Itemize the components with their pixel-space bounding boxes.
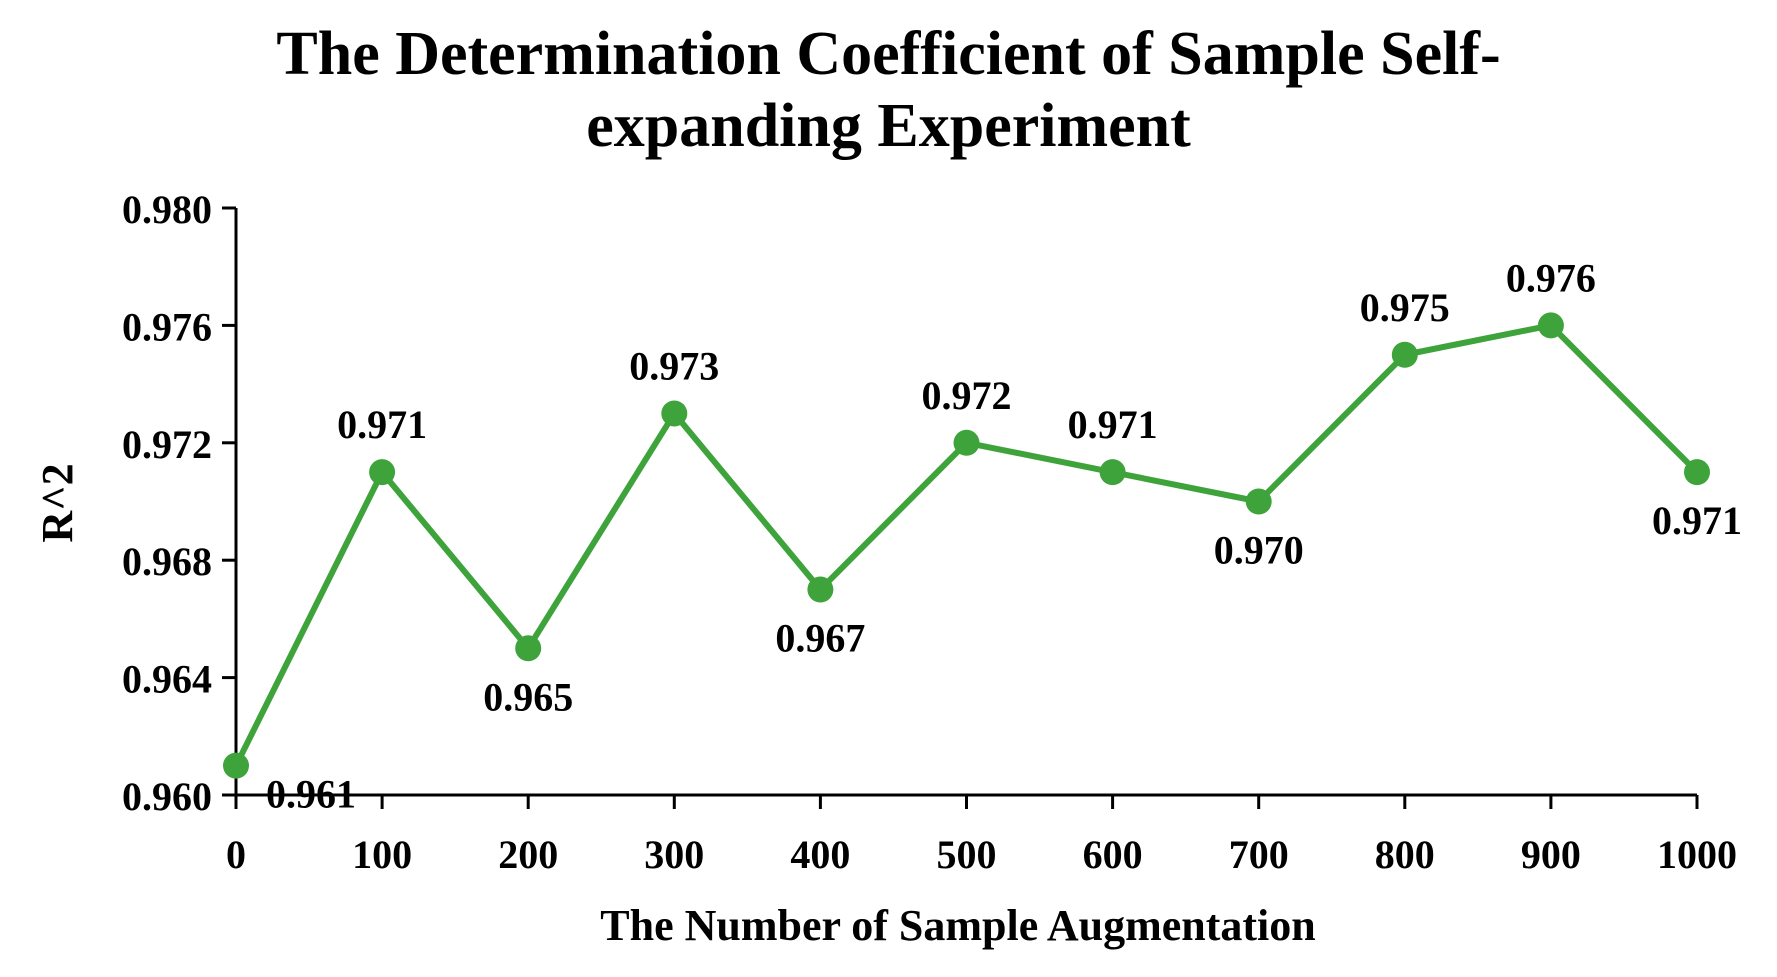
y-ticks: 0.960 0.964 0.968 0.972 0.976 0.980 bbox=[122, 187, 236, 819]
data-point bbox=[369, 459, 396, 486]
data-label: 0.971 bbox=[337, 402, 427, 447]
data-point bbox=[223, 752, 249, 779]
x-tick-label: 300 bbox=[644, 832, 704, 877]
data-point bbox=[1537, 312, 1564, 339]
x-tick-label: 700 bbox=[1229, 832, 1289, 877]
data-label: 0.973 bbox=[629, 343, 719, 388]
data-label: 0.971 bbox=[1652, 498, 1742, 543]
data-label: 0.970 bbox=[1214, 528, 1304, 573]
x-tick-label: 200 bbox=[498, 832, 558, 877]
y-tick-label: 0.976 bbox=[122, 304, 212, 349]
data-label: 0.967 bbox=[775, 616, 865, 661]
data-point bbox=[1391, 341, 1418, 368]
series-group: 0.961 0.971 0.965 0.973 0.967 0.972 0.971 0.970… bbox=[223, 255, 1742, 817]
axes bbox=[234, 208, 1697, 797]
data-label: 0.965 bbox=[483, 674, 573, 719]
data-label: 0.972 bbox=[922, 373, 1012, 418]
data-point bbox=[1684, 459, 1710, 486]
y-tick-label: 0.972 bbox=[122, 422, 212, 467]
x-ticks: 0 100 200 300 400 500 600 700 800 900 1000 bbox=[226, 795, 1737, 877]
x-tick-label: 800 bbox=[1375, 832, 1435, 877]
y-tick-label: 0.960 bbox=[122, 774, 212, 819]
chart-title-line-1: The Determination Coefficient of Sample … bbox=[276, 20, 1501, 88]
x-tick-label: 0 bbox=[226, 832, 246, 877]
x-tick-label: 100 bbox=[352, 832, 412, 877]
data-label: 0.971 bbox=[1068, 402, 1158, 447]
x-tick-label: 400 bbox=[790, 832, 850, 877]
x-tick-label: 900 bbox=[1521, 832, 1581, 877]
data-point bbox=[515, 635, 542, 662]
y-tick-label: 0.980 bbox=[122, 187, 212, 232]
x-tick-label: 1000 bbox=[1657, 832, 1737, 877]
data-point bbox=[1245, 488, 1272, 515]
y-tick-label: 0.964 bbox=[122, 657, 212, 702]
chart-title-line-2: expanding Experiment bbox=[586, 92, 1191, 160]
y-tick-label: 0.968 bbox=[122, 539, 212, 584]
data-point bbox=[661, 400, 688, 427]
data-label: 0.975 bbox=[1360, 285, 1450, 330]
data-label: 0.976 bbox=[1506, 255, 1596, 300]
x-tick-label: 600 bbox=[1083, 832, 1143, 877]
x-tick-label: 500 bbox=[937, 832, 997, 877]
data-point bbox=[807, 576, 834, 603]
data-label: 0.961 bbox=[266, 772, 356, 817]
data-point bbox=[1099, 459, 1126, 486]
y-axis-title: R^2 bbox=[33, 463, 82, 542]
x-axis-title: The Number of Sample Augmentation bbox=[600, 901, 1315, 950]
data-point bbox=[953, 429, 980, 456]
